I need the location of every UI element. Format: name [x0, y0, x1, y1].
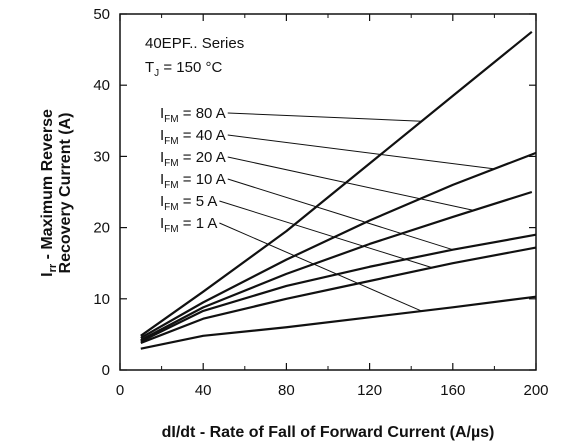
annotation-temperature-rest: = 150 °C: [159, 59, 222, 76]
leader-line: [227, 178, 453, 251]
x-tick-label: 0: [116, 382, 124, 399]
series-line: [140, 30, 533, 337]
y-axis-title: Irr - Maximum Reverse Recovery Current (…: [39, 109, 74, 277]
series-label: IFM = 5 A: [160, 193, 217, 213]
leader-line: [219, 200, 433, 269]
y-axis-title-main: I: [39, 272, 56, 276]
y-axis-title-line1: Irr - Maximum Reverse: [39, 109, 59, 277]
x-tick-label: 80: [278, 382, 295, 399]
annotation-temperature: TJ = 150 °C: [145, 59, 222, 79]
y-tick-label: 30: [93, 148, 110, 165]
x-tick-label: 40: [195, 382, 212, 399]
y-tick-label: 20: [93, 220, 110, 237]
series-line: [140, 233, 537, 343]
y-tick-label: 50: [93, 6, 110, 23]
series-label: IFM = 20 A: [160, 149, 226, 169]
series-label: IFM = 1 A: [160, 215, 217, 235]
leader-line: [227, 112, 422, 122]
y-axis-title-line2: Recovery Current (A): [57, 113, 74, 274]
y-tick-label: 10: [93, 291, 110, 308]
leader-line: [227, 156, 474, 211]
leader-line: [219, 222, 422, 312]
leader-line: [227, 134, 495, 170]
annotation-temperature-sub: J: [154, 68, 159, 79]
x-axis-title: dI/dt - Rate of Fall of Forward Current …: [162, 424, 495, 441]
series-label: IFM = 80 A: [160, 105, 226, 125]
annotation-temperature-main: T: [145, 59, 154, 76]
y-axis-title-rest: - Maximum Reverse: [39, 109, 56, 264]
series-line: [140, 295, 537, 350]
y-tick-label: 40: [93, 77, 110, 94]
series-label: IFM = 10 A: [160, 171, 226, 191]
x-tick-label: 200: [523, 382, 548, 399]
leader-lines: [219, 112, 495, 312]
annotation-series: 40EPF.. Series: [145, 35, 244, 52]
x-tick-label: 120: [357, 382, 382, 399]
x-tick-label: 160: [440, 382, 465, 399]
series-line: [140, 151, 537, 339]
series-layer: [140, 30, 537, 350]
y-axis-title-sub: rr: [47, 263, 59, 272]
series-line: [140, 190, 533, 342]
y-tick-label: 0: [102, 362, 110, 379]
series-label: IFM = 40 A: [160, 127, 226, 147]
axes: 0 40 80 120 160 200 0 10 20 30 40 50: [93, 6, 548, 399]
series-line: [140, 246, 537, 344]
